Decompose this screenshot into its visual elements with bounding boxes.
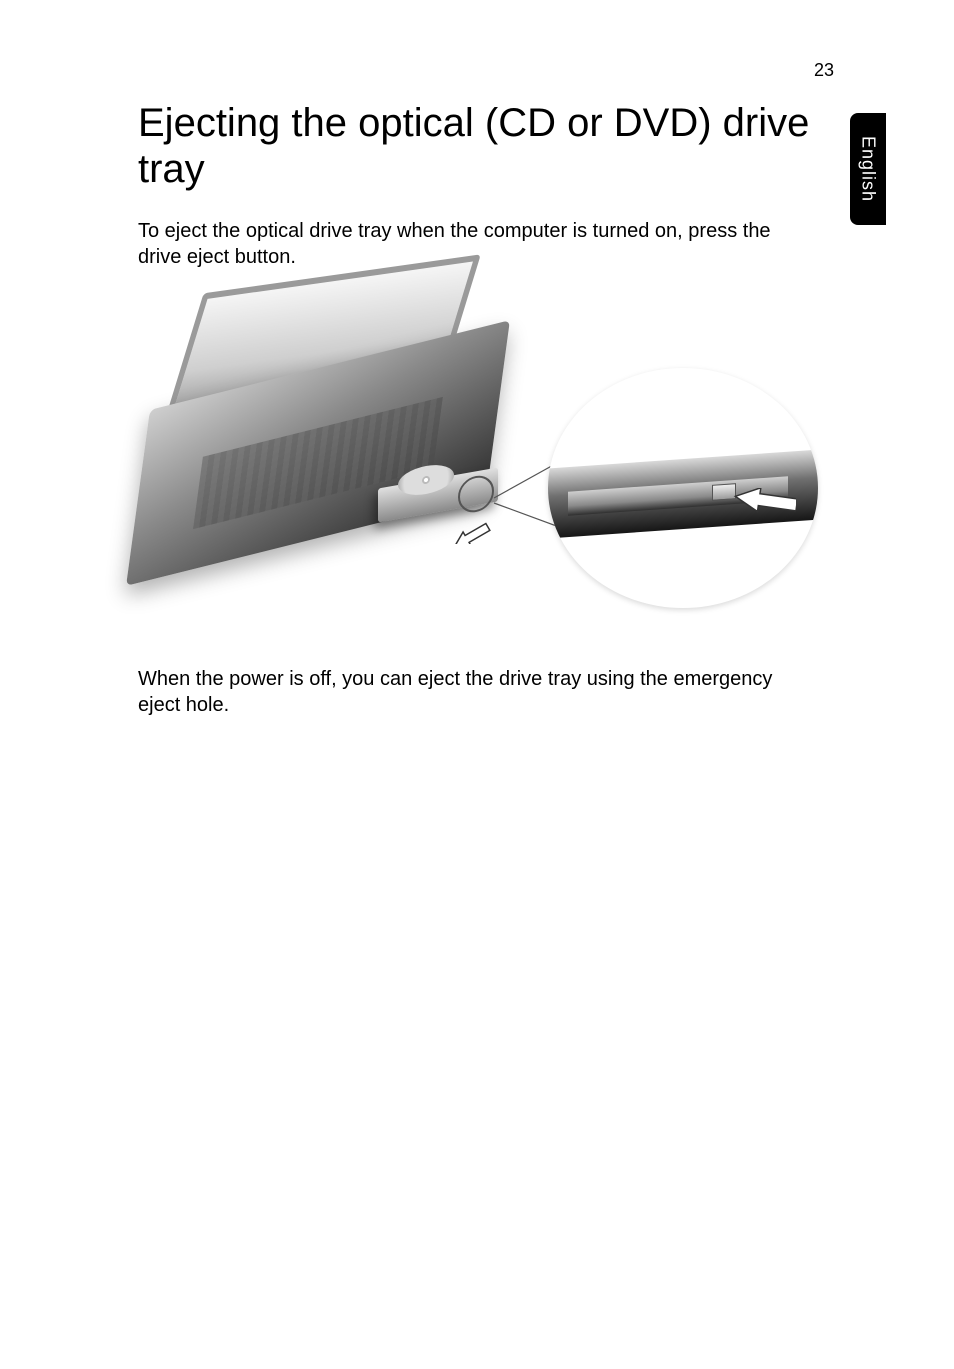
language-tab: English (850, 113, 886, 225)
page-title: Ejecting the optical (CD or DVD) drive t… (138, 100, 818, 192)
secondary-paragraph: When the power is off, you can eject the… (138, 666, 818, 718)
language-tab-label: English (858, 136, 879, 202)
page-number: 23 (814, 60, 834, 81)
page-content: Ejecting the optical (CD or DVD) drive t… (138, 100, 818, 736)
zoom-arrow-icon (726, 488, 796, 528)
laptop-eject-figure (138, 288, 818, 628)
zoom-callout (548, 368, 818, 608)
tray-arrow-icon (448, 512, 492, 544)
